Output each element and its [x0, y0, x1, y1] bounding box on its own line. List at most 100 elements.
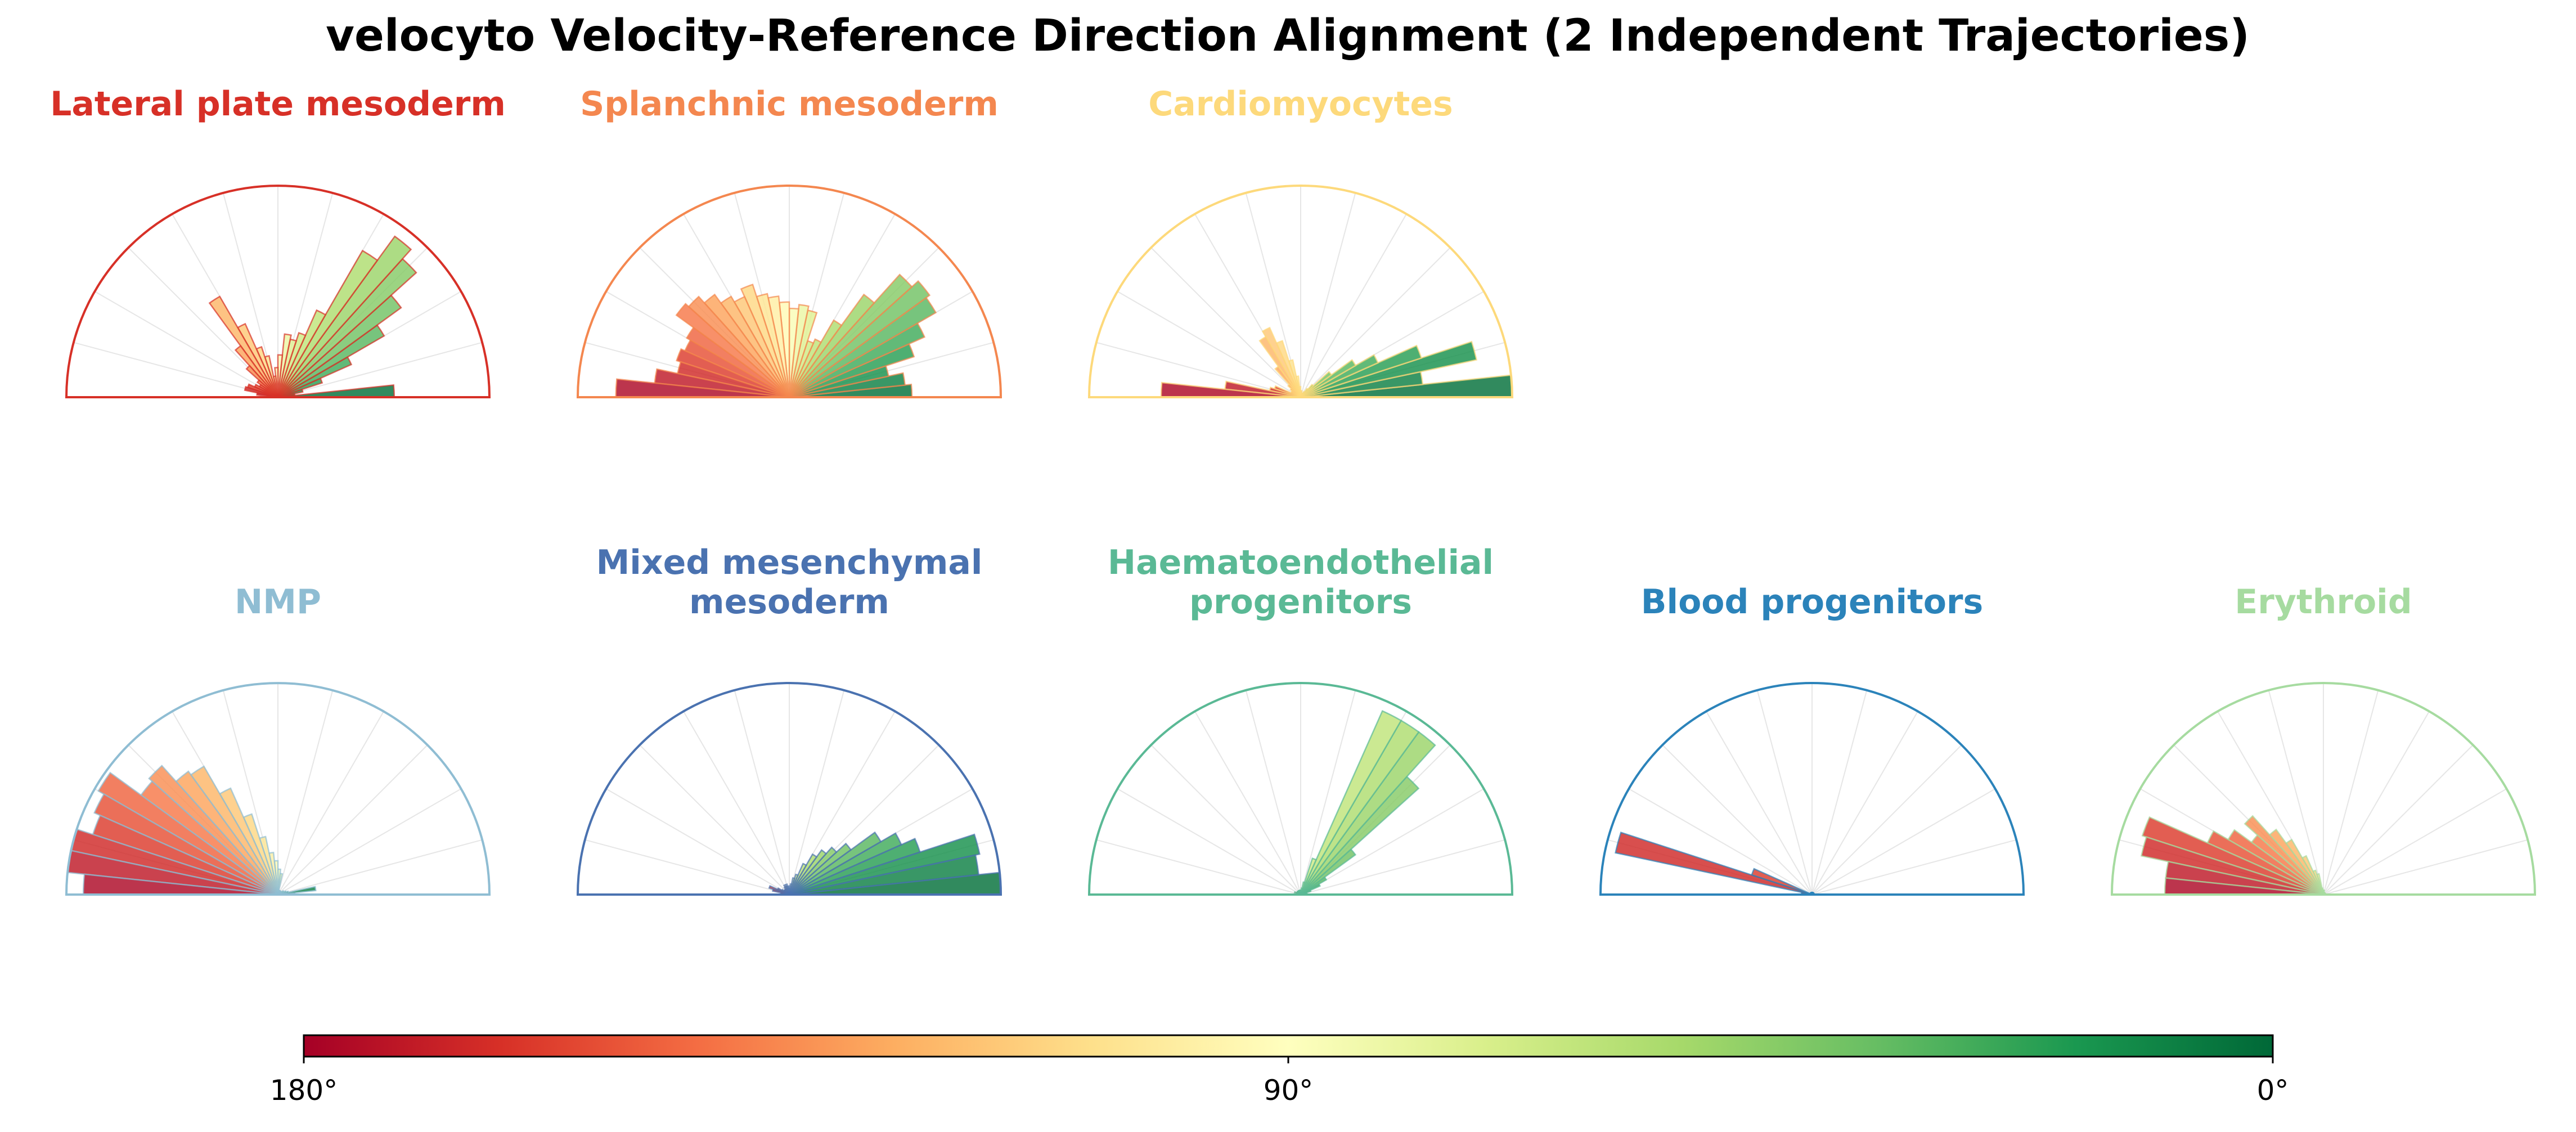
polar-bar	[685, 326, 790, 398]
polar-bar	[277, 309, 327, 398]
polar-gridline	[1811, 711, 1918, 895]
panel-title: Blood progenitors	[1641, 582, 1983, 622]
polar-gridline	[1662, 744, 1813, 895]
polar-gridline	[639, 744, 790, 895]
polar-bar	[788, 304, 810, 398]
polar-gridline	[1756, 690, 1813, 895]
polar-bar	[277, 235, 412, 398]
polar-bar	[676, 348, 790, 398]
polar-bar	[277, 333, 292, 398]
polar-bar	[2140, 836, 2324, 896]
polar-gridline	[734, 690, 790, 895]
polar-gridline	[1245, 690, 1301, 895]
panel-title: Haematoendothelial progenitors	[1108, 543, 1494, 622]
polar-gridline	[94, 291, 278, 398]
polar-gridline	[605, 788, 790, 895]
colorbar-label-90: 90°	[1264, 1074, 1314, 1107]
polar-panel: NMP	[65, 582, 491, 896]
polar-gridline	[1096, 839, 1301, 895]
polar-gridline	[1706, 711, 1813, 895]
polar-bar	[277, 354, 284, 398]
polar-panel: Erythroid	[2110, 582, 2537, 896]
polar-gridline	[2323, 839, 2528, 895]
polar-bar	[1300, 710, 1402, 895]
polar-bar	[788, 293, 875, 398]
polar-outline	[576, 682, 1002, 896]
polar-bar	[788, 849, 828, 895]
polar-gridline	[1096, 342, 1301, 398]
polar-bar	[789, 273, 913, 398]
polar-bar	[789, 842, 852, 896]
polar-bar	[1300, 719, 1420, 895]
polar-gridline	[2268, 690, 2324, 895]
polar-gridline	[1150, 247, 1301, 398]
colorbar-label-0: 0°	[2257, 1074, 2289, 1107]
polar-gridline	[277, 342, 483, 398]
polar-gridline	[2323, 788, 2507, 895]
polar-gridline	[683, 711, 790, 895]
polar-gridline	[277, 788, 462, 895]
polar-bar	[208, 295, 279, 398]
polar-panel: Cardiomyocytes	[1087, 84, 1514, 398]
polar-panel: Mixed mesenchymal mesoderm	[576, 543, 1002, 896]
polar-outline	[1087, 682, 1514, 896]
colorbar: 180° 90° 0°	[270, 1034, 2289, 1107]
polar-bar	[2244, 815, 2324, 895]
polar-bar	[675, 303, 790, 398]
polar-bar	[277, 249, 379, 398]
polar-panel: Haematoendothelial progenitors	[1087, 543, 1514, 896]
polar-gridline	[1300, 192, 1356, 398]
polar-outline	[2110, 682, 2537, 896]
polar-bar	[148, 765, 278, 895]
polar-gridline	[1811, 839, 2017, 895]
polar-gridline	[73, 342, 278, 398]
polar-gridline	[1300, 690, 1356, 895]
polar-gridline	[1300, 839, 1505, 895]
polar-gridline	[277, 839, 483, 895]
panel-title: Splanchnic mesoderm	[580, 84, 999, 124]
polar-panel: Splanchnic mesoderm	[576, 84, 1002, 398]
polar-bar	[1300, 857, 1318, 895]
polar-bar	[789, 832, 902, 896]
polar-outline	[1599, 682, 2025, 896]
polar-panel: Lateral plate mesoderm	[50, 84, 506, 398]
polar-gridline	[789, 690, 845, 895]
polar-bar	[789, 280, 931, 398]
polar-bar	[93, 793, 278, 896]
polar-gridline	[1300, 213, 1407, 398]
polar-gridline	[1628, 788, 1813, 895]
polar-bar	[277, 331, 307, 398]
panel-title: Erythroid	[2235, 582, 2412, 622]
polar-gridline	[1117, 291, 1301, 398]
colorbar-gradient	[303, 1034, 2274, 1058]
polar-gridline	[1811, 690, 1868, 895]
polar-gridline	[1194, 711, 1301, 895]
polar-bar	[788, 338, 822, 398]
polar-bar	[788, 319, 843, 398]
polar-gridline	[1150, 744, 1301, 895]
polar-bar	[789, 846, 838, 895]
polar-gridline	[1300, 788, 1485, 895]
polar-gridline	[2323, 690, 2379, 895]
polar-outline	[576, 185, 1002, 398]
polar-gridline	[277, 690, 334, 895]
polar-bar	[788, 853, 818, 895]
polar-gridline	[1811, 788, 1996, 895]
polar-bar	[789, 831, 882, 896]
polar-bar	[2141, 816, 2324, 896]
panel-title: NMP	[235, 582, 321, 622]
polar-gridline	[2323, 711, 2430, 895]
polar-gridline	[277, 744, 428, 895]
polar-bar	[1615, 832, 1813, 896]
polar-outline	[65, 185, 491, 398]
polar-bar	[244, 385, 278, 398]
panel-title: Lateral plate mesoderm	[50, 84, 506, 124]
polar-gridline	[1117, 788, 1301, 895]
polar-gridline	[277, 711, 384, 895]
figure-title: velocyto Velocity-Reference Direction Al…	[326, 11, 2250, 61]
panel-title: Cardiomyocytes	[1148, 84, 1453, 124]
polar-gridline	[1811, 744, 1962, 895]
polar-panel: Blood progenitors	[1599, 582, 2025, 896]
colorbar-label-180: 180°	[270, 1074, 338, 1107]
